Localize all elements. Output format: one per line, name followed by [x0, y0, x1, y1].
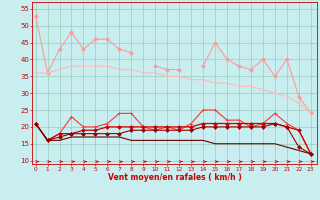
X-axis label: Vent moyen/en rafales ( km/h ): Vent moyen/en rafales ( km/h ) [108, 173, 241, 182]
